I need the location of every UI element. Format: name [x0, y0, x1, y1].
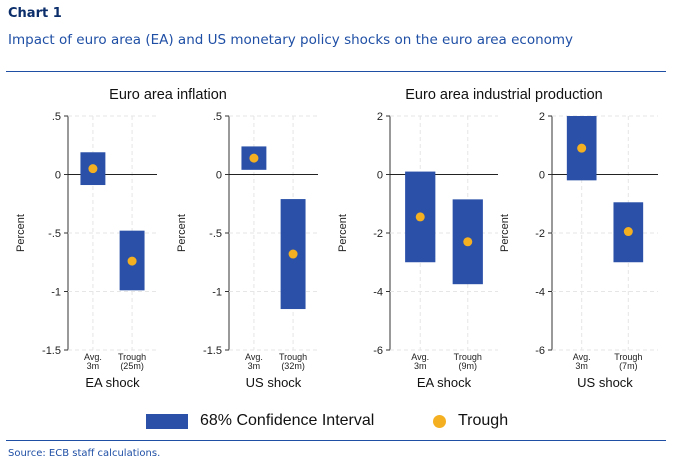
x-tick-label: 3m — [575, 361, 588, 371]
y-tick-label: -1.5 — [42, 345, 61, 357]
y-tick-label: -.5 — [209, 228, 222, 240]
x-tick-label: (7m) — [619, 361, 638, 371]
group-title: Euro area industrial production — [405, 87, 602, 103]
x-axis-label: EA shock — [85, 375, 140, 390]
x-tick-label: 3m — [87, 361, 100, 371]
legend: 68% Confidence Interval Trough — [0, 411, 696, 433]
y-axis-label: Percent — [499, 214, 511, 252]
x-tick-label: Avg. — [573, 352, 591, 362]
x-tick-label: Avg. — [84, 352, 102, 362]
group-title: Euro area inflation — [109, 87, 227, 103]
y-tick-label: -1 — [51, 287, 61, 299]
legend-trough-label: Trough — [458, 412, 509, 429]
y-tick-label: -6 — [535, 345, 545, 357]
y-tick-label: -2 — [373, 228, 383, 240]
y-tick-label: -6 — [373, 345, 383, 357]
legend-trough-marker — [433, 415, 446, 428]
x-tick-label: Trough — [279, 352, 307, 362]
trough-point — [415, 212, 425, 222]
y-axis-label: Percent — [176, 214, 188, 252]
y-tick-label: .5 — [52, 111, 61, 123]
x-tick-label: Avg. — [245, 352, 263, 362]
chart-area: Euro area inflation Euro area industrial … — [15, 87, 658, 390]
trough-point — [127, 256, 137, 266]
trough-point — [88, 164, 98, 174]
x-tick-label: (9m) — [459, 361, 478, 371]
y-axis-label: Percent — [15, 214, 27, 252]
y-tick-label: 0 — [55, 170, 61, 182]
x-axis-label: US shock — [577, 375, 633, 390]
y-tick-label: 2 — [377, 111, 383, 123]
trough-point — [577, 143, 587, 153]
x-tick-label: Avg. — [411, 352, 429, 362]
y-tick-label: -2 — [535, 228, 545, 240]
legend-ci-swatch — [146, 414, 188, 429]
y-tick-label: 2 — [539, 111, 545, 123]
trough-point — [249, 153, 259, 163]
legend-ci-label: 68% Confidence Interval — [200, 412, 375, 429]
trough-point — [463, 237, 473, 247]
bottom-rule — [6, 440, 666, 441]
y-tick-label: -4 — [373, 287, 383, 299]
y-tick-label: 0 — [377, 170, 383, 182]
trough-point — [288, 249, 298, 259]
x-axis-label: US shock — [246, 375, 302, 390]
x-tick-label: (25m) — [120, 361, 144, 371]
y-axis-label: Percent — [337, 214, 349, 252]
x-tick-label: Trough — [614, 352, 642, 362]
y-tick-label: 0 — [539, 170, 545, 182]
top-rule — [6, 71, 666, 72]
x-axis-label: EA shock — [417, 375, 472, 390]
y-tick-label: -.5 — [48, 228, 61, 240]
chart-title: Impact of euro area (EA) and US monetary… — [8, 32, 574, 48]
y-tick-label: .5 — [213, 111, 222, 123]
chart-label: Chart 1 — [8, 6, 62, 21]
y-tick-label: -1.5 — [203, 345, 222, 357]
trough-point — [623, 227, 633, 237]
x-tick-label: 3m — [414, 361, 427, 371]
y-tick-label: -1 — [212, 287, 222, 299]
source-note: Source: ECB staff calculations. — [8, 448, 161, 459]
x-tick-label: Trough — [118, 352, 146, 362]
x-tick-label: Trough — [454, 352, 482, 362]
y-tick-label: -4 — [535, 287, 545, 299]
x-tick-label: 3m — [248, 361, 261, 371]
x-tick-label: (32m) — [281, 361, 305, 371]
y-tick-label: 0 — [216, 170, 222, 182]
